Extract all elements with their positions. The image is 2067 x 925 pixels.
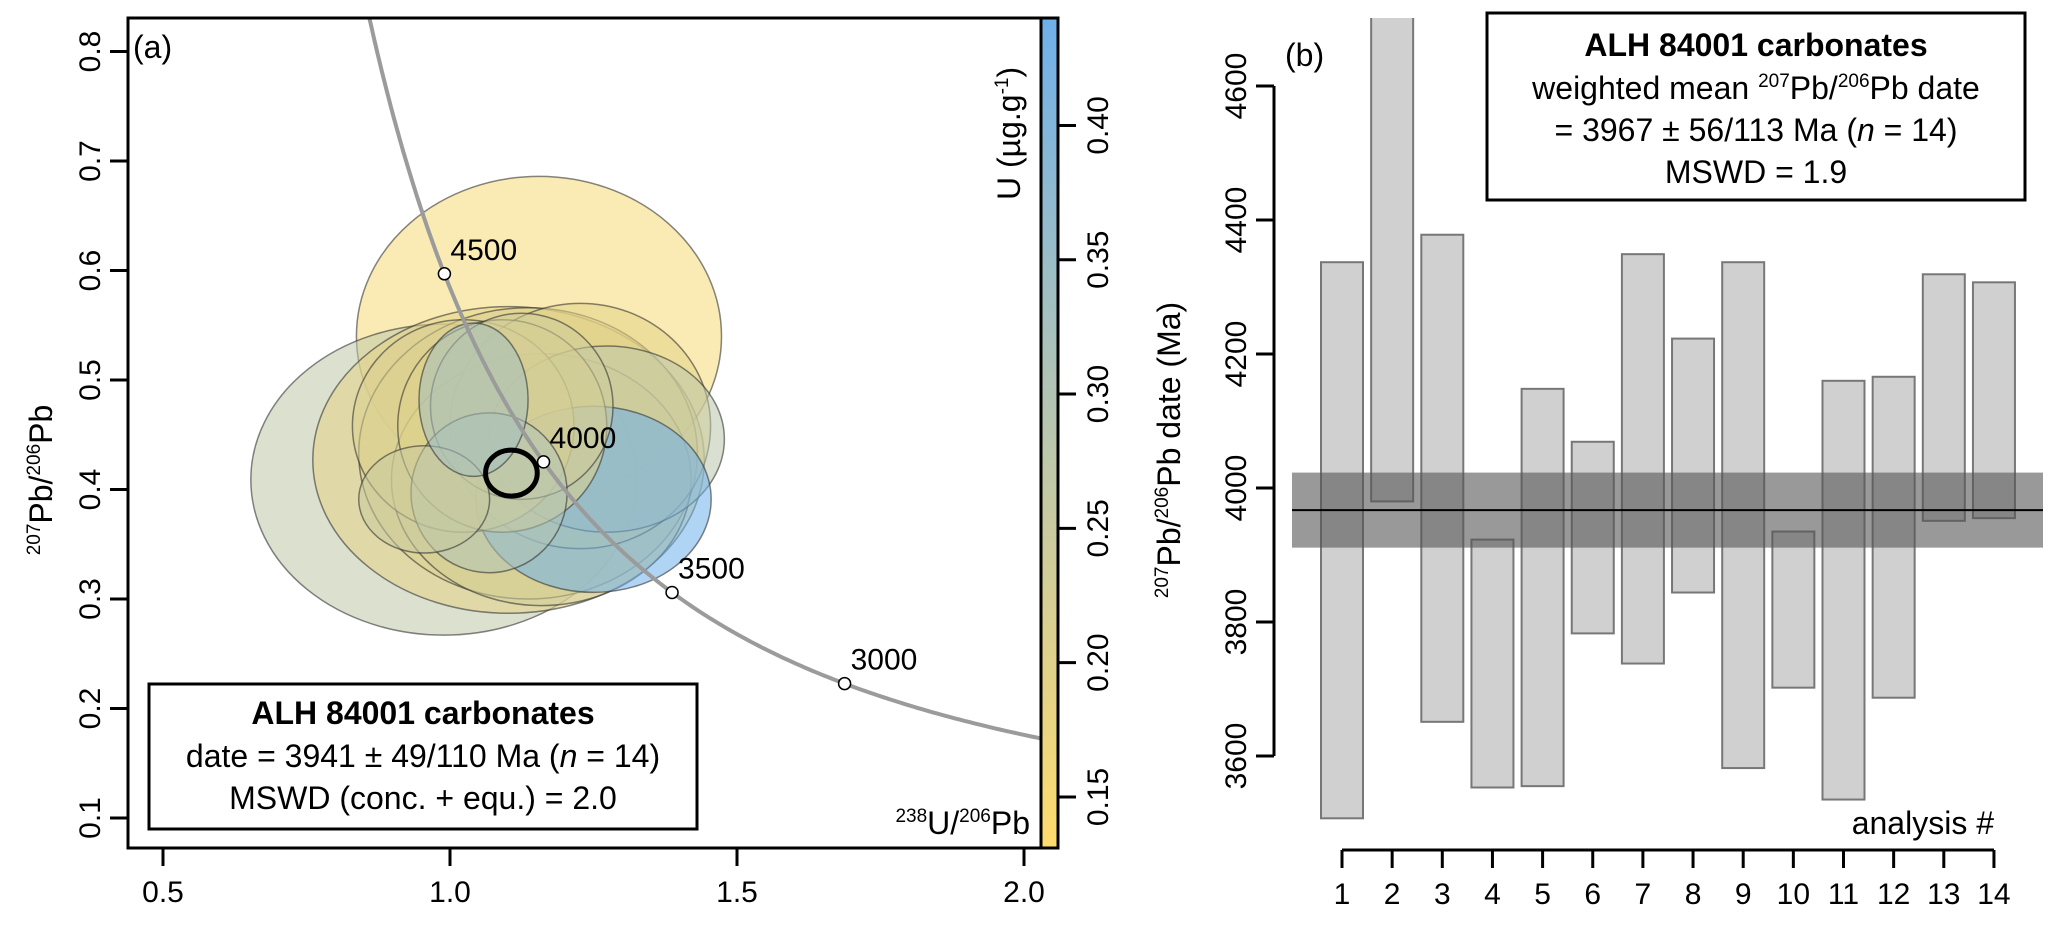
ellipses-layer: [250, 175, 726, 636]
x-tick-label-b: 4: [1484, 878, 1501, 911]
y-tick-label-b: 4600: [1220, 53, 1253, 120]
y-axis-label-a: 207Pb/206Pb: [23, 405, 59, 556]
legend-b: ALH 84001 carbonates weighted mean 207Pb…: [1485, 11, 2027, 202]
y-tick-label-b: 4200: [1220, 321, 1253, 388]
panel-label-a: (a): [133, 29, 172, 65]
colorbar-tick-label: 0.20: [1082, 633, 1115, 691]
bars-layer: [1292, 18, 2043, 820]
error-ellipse: [418, 322, 529, 478]
x-tick-label-b: 8: [1685, 878, 1702, 911]
x-axis-label-b: analysis #: [1852, 805, 1995, 841]
colorbar: [1039, 16, 1060, 850]
x-tick-label-b: 3: [1434, 878, 1451, 911]
concordia-age-marker: [837, 676, 852, 691]
x-tick-label-a: 1.5: [716, 876, 758, 909]
date-bar: [1671, 337, 1716, 594]
y-tick-label-b: 3800: [1220, 589, 1253, 656]
x-tick-label-b: 12: [1877, 878, 1910, 911]
concordia-age-label: 3500: [678, 552, 745, 585]
axes-a: 0.5 1.0 1.5 2.0 0.1 0.2 0.3 0.4 0.5 0.6 0.7 0.8 0.15…: [74, 31, 1115, 909]
y-tick-label-a: 0.2: [74, 688, 107, 730]
x-tick-label-b: 10: [1777, 878, 1810, 911]
x-tick-label-b: 6: [1584, 878, 1601, 911]
colorbar-tick-label: 0.25: [1082, 499, 1115, 557]
legend-b-title: ALH 84001 carbonates: [1584, 27, 1927, 63]
legend-b-mswd: MSWD = 1.9: [1665, 154, 1847, 190]
x-tick-label-b: 9: [1735, 878, 1752, 911]
x-tick-label-b: 1: [1334, 878, 1351, 911]
date-bar: [1470, 538, 1515, 789]
x-tick-label-a: 1.0: [429, 876, 471, 909]
panel-label-b: (b): [1285, 37, 1324, 73]
date-bar: [1620, 253, 1665, 665]
y-tick-label-b: 4400: [1220, 187, 1253, 254]
y-tick-label-a: 0.6: [74, 250, 107, 292]
concordia-age-label: 3000: [851, 644, 918, 677]
x-tick-label-a: 2.0: [1003, 876, 1045, 909]
x-axis-label-a: 238U/206Pb: [895, 805, 1030, 841]
date-bar: [1771, 530, 1816, 689]
x-tick-label-b: 11: [1828, 878, 1859, 911]
colorbar-tick-label: 0.30: [1082, 365, 1115, 423]
y-tick-label-a: 0.7: [74, 140, 107, 182]
legend-a: ALH 84001 carbonates date = 3941 ± 49/11…: [147, 682, 699, 831]
concordia-markers: 3000 3500 4000 4500: [437, 234, 918, 691]
concordia-age-marker: [437, 267, 452, 281]
mean-ellipse: [483, 447, 540, 499]
y-tick-label-a: 0.8: [74, 31, 107, 73]
concordia-age-label: 4000: [550, 422, 617, 455]
date-bar: [1821, 379, 1866, 801]
y-tick-label-a: 0.1: [74, 797, 107, 839]
date-bar: [1370, 18, 1415, 503]
y-tick-label-b: 3600: [1220, 723, 1253, 790]
x-tick-label-b: 13: [1927, 878, 1960, 911]
colorbar-tick-label: 0.40: [1082, 96, 1115, 154]
concordia-age-label: 4500: [450, 234, 517, 267]
x-tick-label-b: 7: [1635, 878, 1652, 911]
x-tick-label-b: 2: [1384, 878, 1401, 911]
colorbar-tick-label: 0.15: [1082, 768, 1115, 826]
y-axis-label-b: 207Pb/206Pb date (Ma): [1151, 302, 1187, 598]
concordia-age-marker: [665, 585, 679, 600]
y-tick-label-b: 4000: [1220, 455, 1253, 522]
colorbar-label: U (µg.g-1): [991, 67, 1027, 200]
legend-a-title: ALH 84001 carbonates: [251, 695, 594, 731]
concordia-age-marker: [536, 455, 551, 469]
colorbar-tick-label: 0.35: [1082, 231, 1115, 289]
legend-a-date: date = 3941 ± 49/110 Ma (n = 14): [186, 738, 660, 774]
legend-box-b: [1485, 11, 2027, 202]
legend-box-a: [147, 682, 699, 831]
y-tick-label-a: 0.5: [74, 359, 107, 401]
y-tick-label-a: 0.3: [74, 578, 107, 620]
legend-b-desc: weighted mean 207Pb/206Pb date: [1531, 70, 1980, 106]
date-bar: [1520, 387, 1565, 788]
x-tick-label-a: 0.5: [142, 876, 184, 909]
legend-b-date: = 3967 ± 56/113 Ma (n = 14): [1554, 112, 1957, 148]
legend-a-mswd: MSWD (conc. + equ.) = 2.0: [229, 780, 617, 816]
y-tick-label-a: 0.4: [74, 469, 107, 511]
x-tick-label-b: 5: [1534, 878, 1551, 911]
x-tick-label-b: 14: [1977, 878, 2010, 911]
